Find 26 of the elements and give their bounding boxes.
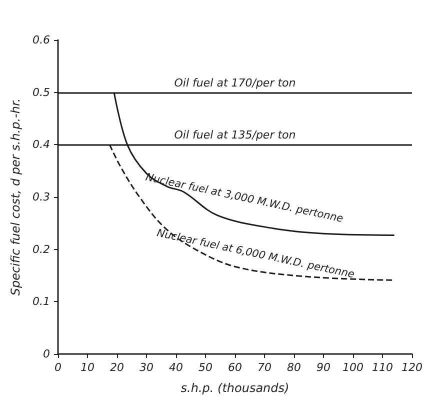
y-tick-label: 0.4: [32, 138, 50, 152]
text: Nuclear fuel at 3,000 M.W.D. pertonne: [144, 171, 344, 226]
x-tick-label: 20: [110, 361, 124, 374]
x-tick-label: 60: [228, 361, 242, 374]
x-tick-label: 0: [54, 361, 62, 374]
y-tick-label: 0.5: [32, 86, 50, 99]
x-tick-label: 50: [198, 361, 212, 374]
x-axis-title: s.h.p. (thousands): [180, 381, 290, 395]
y-tick-label: 0: [43, 348, 50, 360]
x-tick-label: 100: [342, 361, 364, 374]
x-tick-label: 40: [169, 361, 183, 374]
x-tick-label: 90: [316, 361, 330, 374]
x-tick-label: 70: [258, 361, 272, 374]
ref-line-label: Oil fuel at 170/per ton: [174, 76, 296, 90]
y-tick-label: 0.6: [32, 34, 50, 46]
x-tick-label: 110: [372, 361, 393, 374]
y-tick-label: 0.1: [32, 295, 50, 308]
x-tick-label: 10: [80, 361, 94, 374]
x-tick-label: 80: [287, 361, 301, 374]
ref-line-label: Oil fuel at 135/per ton: [174, 128, 296, 142]
y-tick-label: 0.3: [32, 190, 50, 204]
y-tick-label: 0.2: [32, 242, 50, 256]
text: Nuclear fuel at 6,000 M.W.D. pertonne: [156, 227, 356, 281]
y-axis-title: Specific fuel cost, d per s.h.p.-hr.: [8, 98, 23, 296]
x-tick-label: 30: [140, 361, 154, 374]
x-tick-label: 120: [402, 361, 422, 374]
